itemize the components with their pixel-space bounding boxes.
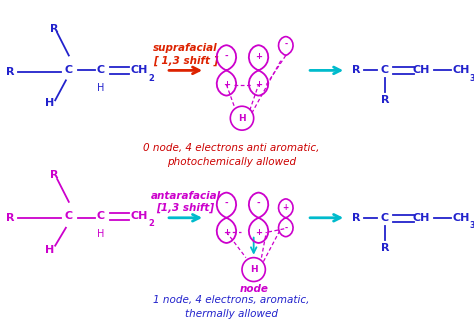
Text: CH: CH: [130, 65, 147, 75]
Text: H: H: [238, 114, 246, 123]
Text: R: R: [381, 243, 389, 253]
Text: C: C: [97, 65, 105, 75]
Text: CH: CH: [412, 213, 430, 223]
Text: node: node: [239, 285, 268, 294]
Text: R: R: [352, 65, 360, 75]
Text: +: +: [255, 80, 262, 89]
Text: -: -: [225, 52, 228, 61]
Text: C: C: [65, 65, 73, 75]
Text: -: -: [284, 40, 287, 49]
Text: 3: 3: [470, 74, 474, 83]
Text: CH: CH: [130, 211, 147, 221]
Text: C: C: [381, 65, 389, 75]
Text: [ 1,3 shift ]: [ 1,3 shift ]: [153, 55, 218, 66]
Text: H: H: [45, 245, 54, 255]
Text: -: -: [284, 224, 287, 233]
Text: suprafacial: suprafacial: [153, 43, 218, 53]
Text: 3: 3: [470, 221, 474, 230]
Text: R: R: [6, 67, 15, 77]
Text: antarafacial: antarafacial: [151, 191, 220, 201]
Text: +: +: [223, 80, 230, 89]
Text: R: R: [50, 170, 58, 180]
Text: C: C: [381, 213, 389, 223]
Text: CH: CH: [452, 213, 470, 223]
Text: -: -: [225, 199, 228, 208]
Text: C: C: [65, 211, 73, 221]
Text: H: H: [97, 229, 105, 239]
Text: 0 node, 4 electrons anti aromatic,
photochemically allowed: 0 node, 4 electrons anti aromatic, photo…: [143, 143, 319, 167]
Text: +: +: [223, 227, 230, 236]
Text: H: H: [250, 265, 257, 274]
Text: R: R: [6, 213, 15, 223]
Text: +: +: [255, 52, 262, 61]
Text: 2: 2: [148, 219, 155, 228]
Text: +: +: [283, 203, 289, 211]
Text: +: +: [255, 227, 262, 236]
Text: CH: CH: [412, 65, 430, 75]
Text: R: R: [381, 95, 389, 105]
Text: H: H: [45, 98, 54, 108]
Text: C: C: [97, 211, 105, 221]
Text: [1,3 shift]: [1,3 shift]: [156, 203, 215, 213]
Text: R: R: [352, 213, 360, 223]
Text: H: H: [97, 83, 105, 93]
Text: -: -: [257, 199, 260, 208]
Text: 2: 2: [148, 74, 155, 83]
Text: R: R: [50, 24, 58, 34]
Text: CH: CH: [452, 65, 470, 75]
Text: 1 node, 4 electrons, aromatic,
thermally allowed: 1 node, 4 electrons, aromatic, thermally…: [153, 295, 310, 319]
